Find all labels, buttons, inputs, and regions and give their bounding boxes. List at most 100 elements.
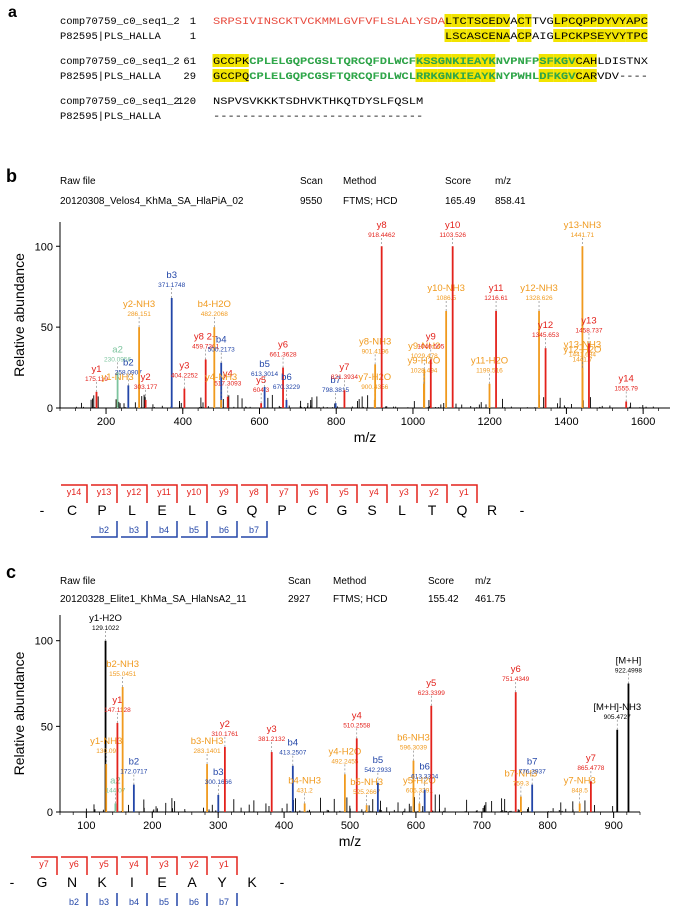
b-ion-label: b5: [189, 525, 199, 535]
peak-ion-label: y4-H2O: [329, 746, 362, 757]
peak-ion-label: b5: [373, 755, 384, 766]
highlight-cell: [553, 14, 561, 27]
highlight-cell: [582, 14, 590, 27]
b-ion-label: b2: [99, 525, 109, 535]
peak-ion-label: y9-H2O: [408, 356, 441, 367]
y-ion-bracket: [241, 484, 268, 503]
y-ion-label: y7: [39, 859, 49, 869]
peak-ion-label: y7: [586, 753, 596, 764]
peak-mz-label: 1086.5: [436, 295, 456, 302]
highlight-cell: [589, 69, 597, 82]
highlight-cell: [560, 54, 568, 67]
x-tick-label: 800: [539, 820, 557, 832]
y-ion-bracket: [301, 484, 328, 503]
seq-dash: -: [520, 502, 525, 518]
highlight-cell: [480, 54, 488, 67]
peak-mz-label: 155.0451: [109, 671, 136, 678]
b-ion-bracket: [181, 521, 208, 538]
peak-mz-label: 661.3628: [269, 352, 296, 359]
peak-mz-label: 865.4778: [577, 765, 604, 772]
residue: N: [67, 874, 77, 890]
b-ion-label: b5: [159, 897, 169, 906]
highlight-cell: [567, 69, 575, 82]
seq-start: 1: [190, 31, 196, 43]
peak-ion-label: y12-NH3: [520, 283, 558, 294]
b-ion-bracket: [151, 521, 178, 538]
residue: G: [217, 502, 228, 518]
highlight-cell: [466, 69, 474, 82]
highlight-cell: [422, 69, 430, 82]
y-ion-bracket: [271, 484, 298, 503]
peak-mz-label: 1441.7: [572, 356, 592, 363]
y-ion-label: y3: [159, 859, 169, 869]
residue: L: [128, 502, 136, 518]
highlight-cell: [480, 29, 488, 42]
x-tick-label: 800: [327, 416, 345, 428]
y-ion-bracket: [91, 856, 118, 875]
highlight-cell: [415, 69, 423, 82]
peak-ion-label: b4-H2O: [198, 299, 231, 310]
highlight-cell: [451, 69, 459, 82]
y-ion-bracket: [91, 484, 118, 503]
fragment-map-c: - - G N K I E A Y Ky7 y6 y5 y4 y3 y2 y1 b2 b3 b4 b5 b6 b7: [10, 856, 285, 906]
highlight-cell: [444, 29, 452, 42]
peak-mz-label: 1458.737: [575, 327, 602, 334]
peak-ion-label: y13: [581, 315, 596, 326]
x-tick-label: 600: [250, 416, 268, 428]
peak-mz-label: 922.4998: [615, 668, 642, 675]
spectrum-chart-b: 0 50 100 200 400 600 800 1000 1200 1400 1600 m/z Rel…: [11, 220, 670, 445]
y-tick-label: 0: [47, 403, 53, 415]
residue: L: [188, 502, 196, 518]
y-tick-label: 100: [35, 241, 53, 253]
b-ion-label: b6: [219, 525, 229, 535]
peak-mz-label: 230.0956: [104, 356, 131, 363]
peak-mz-label: 510.2558: [343, 722, 370, 729]
highlight-cell: [212, 69, 220, 82]
peak-mz-label: 613.3304: [411, 774, 438, 781]
peak-ion-label: y4: [223, 369, 233, 380]
peak-ion-label: b5-NH3: [350, 777, 383, 788]
peak-ion-label: b3-NH3: [191, 736, 224, 747]
x-tick-label: 500: [341, 820, 359, 832]
peak-ion-label: y1: [91, 364, 101, 375]
y-ion-bracket: [451, 484, 478, 503]
y-ion-bracket: [151, 856, 178, 875]
x-tick-label: 200: [143, 820, 161, 832]
highlight-cell: [430, 69, 438, 82]
highlight-cell: [553, 29, 561, 42]
highlight-cell: [227, 69, 235, 82]
highlight-cell: [582, 69, 590, 82]
y-ion-bracket: [151, 484, 178, 503]
peak-mz-label: 303.177: [134, 384, 158, 391]
peak-mz-label: 175.119: [85, 376, 108, 383]
highlight-cell: [473, 54, 481, 67]
highlight-cell: [553, 54, 561, 67]
peak-ion-label: y8 2+: [194, 331, 218, 342]
y-tick-label: 0: [47, 807, 53, 819]
c-raw-value: 20120328_Elite1_KhMa_SA_HlaNsA2_11: [60, 594, 247, 605]
x-tick-label: 1000: [401, 416, 425, 428]
y-ion-label: y5: [99, 859, 109, 869]
highlight-cell: [466, 54, 474, 67]
b-scan-value: 9550: [300, 196, 323, 207]
y-ion-bracket: [61, 856, 88, 875]
peak-mz-label: 492.2455: [331, 758, 358, 765]
peak-mz-label: 371.1748: [158, 282, 185, 289]
peak-ion-label: y9: [426, 331, 436, 342]
y-tick-label: 50: [41, 322, 53, 334]
highlight-cell: [495, 14, 503, 27]
peak-mz-label: 172.0717: [120, 769, 147, 776]
residue: C: [67, 502, 77, 518]
highlight-cell: [480, 69, 488, 82]
x-tick-label: 400: [174, 416, 192, 428]
highlight-cell: [488, 14, 496, 27]
x-tick-label: 400: [275, 820, 293, 832]
c-raw-label: Raw file: [60, 576, 96, 587]
peak-mz-label: 1103.526: [439, 232, 466, 239]
highlight-cell: [451, 29, 459, 42]
highlight-cell: [596, 14, 604, 27]
y-tick-label: 100: [35, 636, 53, 648]
residue: G: [337, 502, 348, 518]
highlight-cell: [633, 14, 641, 27]
peak-mz-label: 821.3934: [331, 374, 358, 381]
